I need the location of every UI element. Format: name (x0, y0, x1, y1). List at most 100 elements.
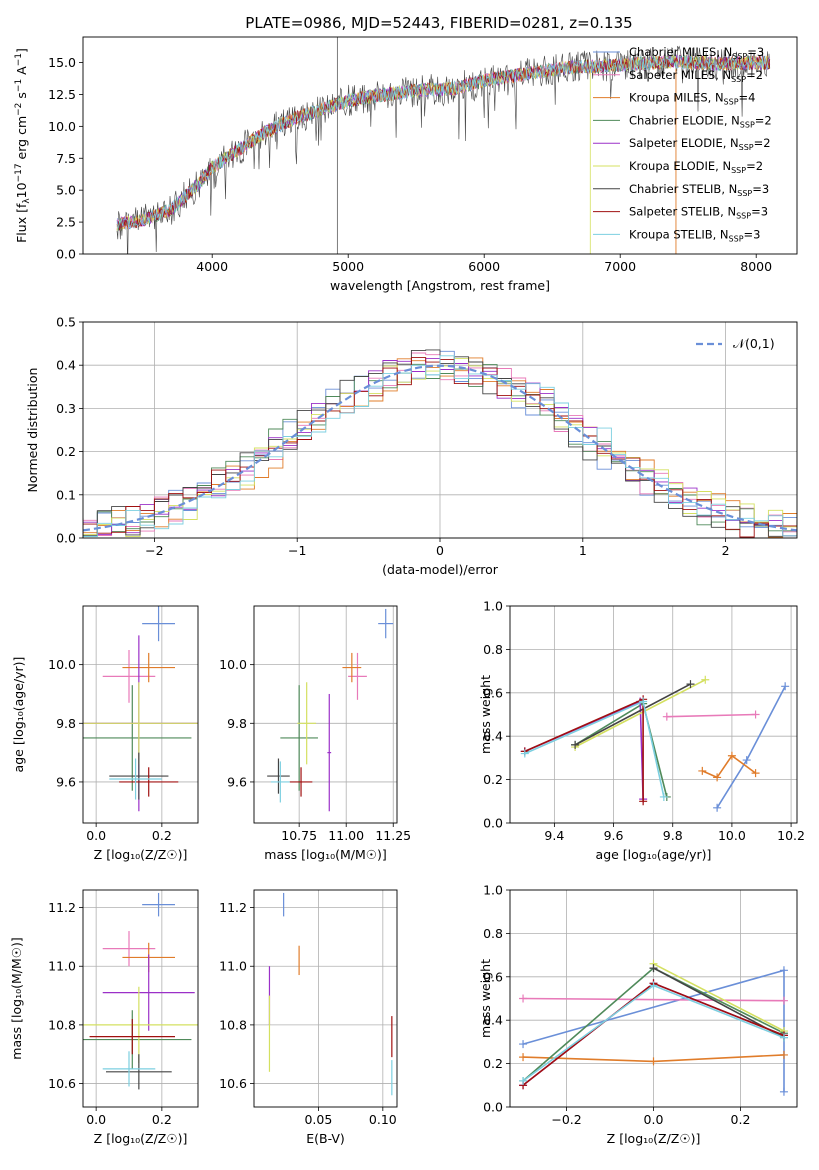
legend-entry-name: Kroupa MILES, N (629, 91, 724, 105)
legend-entry-value: =3 (747, 45, 764, 59)
weight-series-0 (716, 685, 786, 809)
y-axis-label-part: Flux [f (14, 203, 29, 243)
legend-entry-name: Salpeter MILES, N (629, 68, 731, 82)
legend-entry-sub: SSP (737, 189, 752, 198)
y-tick-label: 9.6 (227, 774, 247, 789)
weight-marker-8 (639, 697, 648, 706)
y-tick-label: 0.0 (56, 247, 76, 262)
legend-entry: 𝒩(0,1) (733, 336, 775, 351)
histogram-series-8 (83, 355, 797, 537)
legend-entry: Kroupa ELODIE, NSSP=2 (629, 159, 763, 175)
x-tick-label: 7000 (604, 259, 636, 274)
y-tick-label: 0.8 (483, 926, 503, 941)
errorbar-group (83, 892, 198, 1090)
weight-marker-2 (698, 766, 707, 775)
axes-frame (509, 605, 798, 824)
x-tick-label: 0.2 (731, 1112, 751, 1127)
legend-entry: Chabrier MILES, NSSP=3 (629, 45, 764, 61)
y-tick-label: 0.2 (56, 444, 76, 459)
axes-frame (82, 36, 798, 255)
y-tick-label: 0.4 (56, 358, 76, 373)
legend-entry-name: Kroupa STELIB, N (629, 227, 729, 241)
x-axis-label: Z [log₁₀(Z/Z☉)] (94, 847, 188, 862)
x-axis-label: Z [log₁₀(Z/Z☉)] (94, 1131, 188, 1146)
weight-marker-0 (519, 1040, 528, 1049)
legend-entry-value: =2 (755, 113, 772, 127)
y-tick-label: 0.0 (56, 531, 76, 546)
x-axis-label: E(B-V) (306, 1131, 345, 1146)
y-tick-label: 12.5 (48, 87, 76, 102)
weight-lines (519, 959, 788, 1096)
weight-marker-1 (662, 712, 671, 721)
y-axis-label-part: −2 (14, 103, 24, 116)
legend-entry-sub: SSP (740, 120, 755, 129)
y-tick-label: 11.0 (219, 959, 247, 974)
y-tick-label: 10.6 (219, 1076, 247, 1091)
x-tick-label: 5000 (332, 259, 364, 274)
weight-series-5 (574, 679, 706, 748)
y-axis-label: mass weight (478, 959, 493, 1038)
y-tick-label: 9.8 (56, 716, 76, 731)
x-tick-label: 0.10 (369, 1112, 397, 1127)
x-tick-label: 11.25 (375, 828, 411, 843)
legend-entry-name: Chabrier STELIB, N (629, 182, 737, 196)
axes-frame (253, 605, 398, 824)
weight-series-1 (522, 997, 785, 1002)
y-axis-label: Normed distribution (25, 368, 40, 493)
y-axis-label-part: s (14, 92, 29, 103)
errorbar-group (83, 606, 198, 812)
x-tick-label: 9.8 (663, 828, 683, 843)
y-tick-label: 0.8 (483, 642, 503, 657)
legend-entry-sub: SSP (729, 234, 744, 243)
y-tick-label: 10.6 (48, 1076, 76, 1091)
y-tick-label: 9.6 (56, 774, 76, 789)
weight-marker-8 (659, 792, 668, 801)
legend-entry-value: =3 (744, 227, 761, 241)
x-tick-label: 4000 (196, 259, 228, 274)
y-tick-label: 11.2 (48, 900, 76, 915)
y-tick-label: 10.0 (48, 119, 76, 134)
weight-series-5 (653, 963, 785, 1032)
y-tick-label: 10.0 (48, 657, 76, 672)
y-axis-label-part: λ (22, 198, 32, 204)
legend-entry-value: =2 (746, 159, 763, 173)
y-axis-label-part: erg cm (14, 116, 29, 164)
y-tick-label: 11.2 (219, 900, 247, 915)
y-axis-label-part: −1 (14, 53, 24, 66)
legend-entry-name: Chabrier ELODIE, N (629, 113, 740, 127)
weight-marker-0 (779, 1087, 788, 1096)
legend-entry: Salpeter MILES, NSSP=2 (629, 68, 763, 84)
axes-frame (82, 605, 199, 824)
axes-frame (509, 889, 798, 1108)
weight-marker-8 (520, 749, 529, 758)
weight-marker-2 (649, 1057, 658, 1066)
legend-entry-sub: SSP (739, 143, 754, 152)
legend-entry-sub: SSP (732, 52, 747, 61)
legend-entry-value: =2 (754, 136, 771, 150)
x-tick-label: 0.2 (152, 1112, 172, 1127)
errorbar-group (267, 608, 394, 812)
y-axis-label: age [log₁₀(age/yr)] (11, 657, 26, 773)
weight-marker-2 (519, 1053, 528, 1062)
legend-entry-sub: SSP (724, 98, 739, 107)
axes-frame (82, 321, 798, 539)
legend-entry-value: =3 (752, 182, 769, 196)
weight-marker-7 (639, 797, 648, 806)
spectrum-lines (116, 37, 771, 254)
y-tick-label: 15.0 (48, 55, 76, 70)
weight-marker-0 (742, 756, 751, 765)
y-tick-label: 0.0 (483, 816, 503, 831)
weight-marker-1 (519, 994, 528, 1003)
legend-entry-name: Kroupa ELODIE, N (629, 159, 731, 173)
legend-entry: Kroupa STELIB, NSSP=3 (629, 227, 760, 243)
weight-marker-0 (779, 966, 788, 975)
y-tick-label: 5.0 (56, 183, 76, 198)
y-axis-label-part: −17 (14, 163, 24, 182)
x-axis-label: mass [log₁₀(M/M☉)] (264, 847, 386, 862)
legend-entry-name: Chabrier MILES, N (629, 45, 732, 59)
axes-frame (82, 889, 199, 1108)
x-tick-label: 2 (722, 543, 730, 558)
legend-entry: Chabrier ELODIE, NSSP=2 (629, 113, 772, 129)
weight-marker-1 (779, 996, 788, 1005)
x-tick-label: 8000 (740, 259, 772, 274)
